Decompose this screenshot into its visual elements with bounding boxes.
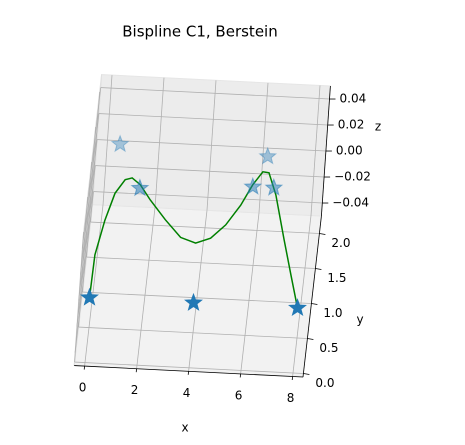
grid-line — [98, 113, 328, 126]
x-tick-label: 6 — [235, 388, 243, 402]
star-point — [288, 298, 307, 317]
grid-line — [74, 361, 304, 374]
grid-line — [97, 139, 326, 152]
star-point — [130, 178, 150, 197]
x-tick-label: 0 — [79, 381, 87, 395]
star-point — [243, 176, 263, 195]
grid-line — [100, 87, 330, 100]
z-tick-label: 0.00 — [336, 144, 363, 158]
z-axis — [321, 85, 331, 217]
grid-line — [86, 256, 316, 269]
grid-line — [95, 165, 325, 178]
star-point — [110, 134, 130, 153]
z-tick-label: 0.04 — [340, 92, 367, 106]
z-axis-label: z — [375, 120, 381, 134]
x-tick-label: 4 — [183, 386, 191, 400]
grid-line — [84, 205, 104, 367]
z-tick-label: 0.02 — [338, 118, 365, 132]
grid-line — [80, 113, 100, 275]
y-tick-label: 1.5 — [327, 271, 346, 285]
grid-line — [74, 191, 94, 353]
y-axis — [302, 215, 322, 378]
x-axis — [74, 365, 304, 378]
y-tick — [307, 338, 314, 340]
grid-line — [136, 207, 156, 369]
y-tick-label: 0.5 — [319, 341, 338, 355]
y-tick-label: 0.0 — [315, 376, 334, 390]
x-tick-label: 2 — [131, 383, 139, 397]
grid-line — [240, 212, 260, 374]
star-point — [184, 292, 203, 311]
x-tick-label: 8 — [287, 391, 295, 405]
grid-line — [90, 221, 320, 234]
star-point — [80, 287, 99, 306]
y-tick-label: 1.0 — [323, 306, 342, 320]
y-tick — [303, 373, 310, 375]
x-axis-label: x — [181, 421, 188, 435]
y-tick — [315, 268, 322, 270]
star-point — [258, 146, 278, 165]
y-tick — [319, 233, 326, 235]
grid-line — [93, 191, 323, 204]
y-tick — [311, 303, 318, 305]
z-tick-label: −0.04 — [332, 196, 369, 210]
y-tick-label: 2.0 — [331, 236, 350, 250]
grid-line — [78, 139, 98, 301]
y-axis-label: y — [356, 313, 363, 327]
chart-title: Bispline C1, Berstein — [122, 23, 277, 41]
grid-line — [292, 215, 312, 377]
star-point — [264, 177, 284, 196]
grid-line — [82, 291, 312, 304]
grid-line — [81, 87, 102, 249]
z-tick-label: −0.02 — [334, 170, 371, 184]
grid-line — [78, 326, 308, 339]
grid-line — [76, 165, 96, 327]
grid-line — [188, 210, 208, 372]
